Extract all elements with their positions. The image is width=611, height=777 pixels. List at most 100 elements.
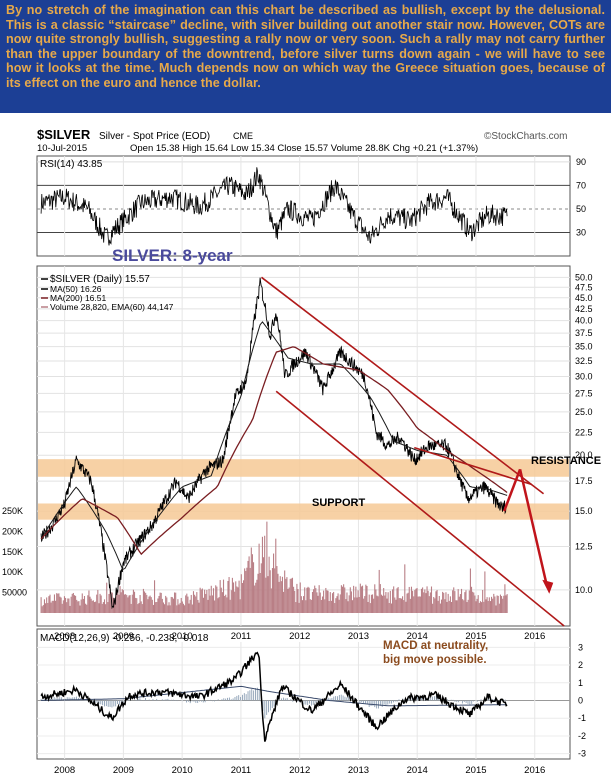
macd-y-tick: 0 [578, 696, 583, 706]
resistance-zone [38, 459, 569, 477]
price-y-tick: 12.5 [575, 541, 593, 551]
resistance-label: RESISTANCE [531, 455, 601, 467]
macd-x-tick: 2011 [231, 765, 251, 776]
ohlc-readout: Open 15.38 High 15.64 Low 15.34 Close 15… [130, 143, 478, 154]
chg-label: Chg [393, 143, 410, 154]
copyright-label: ©StockCharts.com [484, 131, 568, 142]
rsi-y-tick: 30 [576, 227, 586, 237]
volume-label: Volume [331, 143, 363, 154]
price-x-tick: 2014 [407, 631, 428, 642]
price-y-tick: 17.5 [575, 476, 593, 486]
silver-chart: $SILVER Silver - Spot Price (EOD) CME ©S… [2, 127, 601, 776]
price-x-tick: 2012 [289, 631, 310, 642]
price-y-tick: 32.5 [575, 356, 593, 366]
macd-y-tick: -1 [578, 713, 586, 723]
support-zone [38, 503, 569, 520]
chart-name: Silver - Spot Price (EOD) [99, 131, 210, 142]
volume-y-tick: 200K [2, 526, 23, 536]
price-x-tick: 2010 [172, 631, 193, 642]
price-panel [36, 265, 571, 627]
chg-value: +0.21 (+1.37%) [413, 143, 479, 154]
macd-x-tick: 2014 [407, 765, 428, 776]
price-x-tick: 2015 [465, 631, 486, 642]
arrow-head-icon [542, 579, 554, 594]
rsi-y-tick: 50 [576, 204, 586, 214]
price-y-tick: 27.5 [575, 388, 593, 398]
rally-arrow [503, 468, 522, 512]
close-value: 15.57 [304, 143, 328, 154]
macd-y-tick: 1 [578, 678, 583, 688]
macd-x-tick: 2015 [465, 765, 486, 776]
channel-upper-line [260, 276, 545, 495]
low-value: 15.34 [251, 143, 275, 154]
price-y-tick: 47.5 [575, 282, 593, 292]
channel-inner-line [414, 446, 533, 486]
volume-y-tick: 100K [2, 567, 23, 577]
channel-lower-line [275, 390, 565, 627]
price-x-tick: 2011 [231, 631, 251, 642]
rsi-line [40, 167, 508, 246]
price-y-tick: 30.0 [575, 372, 593, 382]
macd-panel [36, 628, 571, 760]
macd-x-tick: 2010 [172, 765, 193, 776]
high-label: High [182, 143, 202, 154]
open-label: Open [130, 143, 153, 154]
macd-signal-line [41, 685, 508, 707]
volume-value: 28.8K [365, 143, 390, 154]
macd-line [40, 651, 508, 742]
commentary-box: By no stretch of the imagination can thi… [0, 0, 611, 113]
rsi-panel [36, 155, 571, 257]
chart-exchange: CME [233, 131, 253, 141]
price-line [40, 277, 508, 610]
macd-annotation-line: MACD at neutrality, [383, 640, 488, 652]
price-x-tick: 2009 [113, 631, 134, 642]
price-legend-entry: MA(200) 16.51 [50, 293, 106, 303]
volume-y-tick: 250K [2, 506, 23, 516]
price-y-tick: 37.5 [575, 328, 593, 338]
price-y-tick: 40.0 [575, 316, 593, 326]
support-label: SUPPORT [312, 497, 365, 509]
price-y-tick: 50.0 [575, 272, 593, 282]
data-layer [40, 167, 508, 742]
high-value: 15.64 [205, 143, 229, 154]
chart-header: $SILVER Silver - Spot Price (EOD) CME ©S… [37, 127, 568, 154]
macd-x-tick: 2016 [524, 765, 545, 776]
macd-legend: MACD(12,26,9) -0.256, -0.238, -0.018 [40, 633, 209, 644]
price-y-tick: 20.0 [575, 450, 593, 460]
price-legend-entry: $SILVER (Daily) 15.57 [50, 274, 150, 285]
price-y-tick: 22.5 [575, 427, 593, 437]
price-y-tick: 45.0 [575, 293, 593, 303]
price-x-tick: 2016 [524, 631, 545, 642]
close-label: Close [277, 143, 301, 154]
low-label: Low [231, 143, 249, 154]
decline-arrow [518, 469, 548, 585]
macd-x-tick: 2013 [348, 765, 369, 776]
price-x-tick: 2008 [54, 631, 75, 642]
macd-y-tick: -2 [578, 731, 586, 741]
price-legend-entry: Volume 28,820, EMA(60) 44,147 [50, 302, 174, 312]
open-value: 15.38 [156, 143, 180, 154]
macd-annotation: MACD at neutrality, big move possible. [383, 640, 488, 666]
chart-symbol: $SILVER [37, 127, 91, 142]
macd-x-tick: 2008 [54, 765, 75, 776]
zones-layer [38, 459, 569, 520]
ma200-line [40, 346, 508, 556]
price-legend-entry: MA(50) 16.26 [50, 284, 102, 294]
macd-annotation-line: big move possible. [383, 654, 487, 666]
rsi-y-tick: 90 [576, 157, 586, 167]
price-y-tick: 15.0 [575, 506, 593, 516]
macd-y-tick: -3 [578, 749, 586, 759]
price-y-tick: 35.0 [575, 342, 593, 352]
macd-y-tick: 2 [578, 660, 583, 670]
macd-y-tick: 3 [578, 642, 583, 652]
price-x-tick: 2013 [348, 631, 369, 642]
macd-x-tick: 2012 [289, 765, 310, 776]
macd-x-tick: 2009 [113, 765, 134, 776]
volume-y-tick: 50000 [2, 588, 27, 598]
commentary-text: By no stretch of the imagination can thi… [6, 3, 605, 90]
rsi-legend: RSI(14) 43.85 [40, 159, 103, 170]
rsi-y-tick: 70 [576, 180, 586, 190]
price-y-tick: 25.0 [575, 407, 593, 417]
chart-title: SILVER: 8-year [112, 246, 233, 265]
